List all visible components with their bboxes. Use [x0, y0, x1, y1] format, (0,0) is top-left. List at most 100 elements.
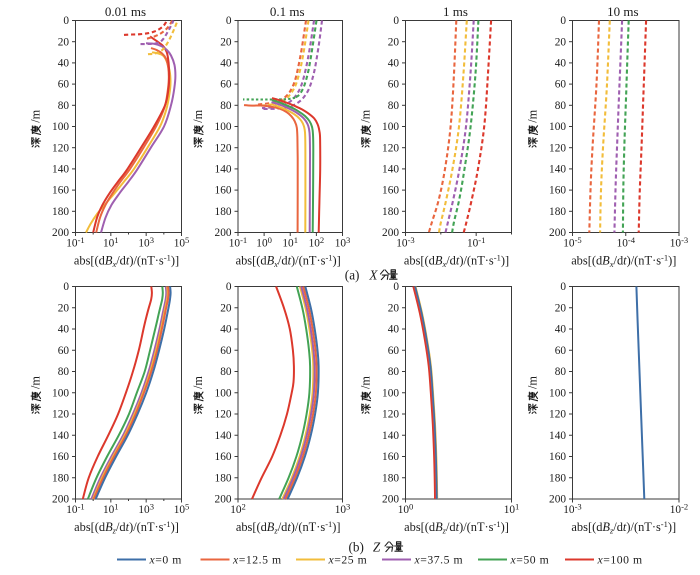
svg-text:60: 60: [555, 345, 567, 357]
svg-text:100: 100: [215, 121, 232, 133]
svg-text:80: 80: [555, 100, 567, 112]
svg-text:140: 140: [549, 164, 566, 176]
svg-text:200: 200: [382, 227, 399, 239]
svg-text:80: 80: [388, 366, 400, 378]
svg-text:10-3: 10-3: [563, 501, 581, 516]
svg-text:0: 0: [393, 281, 399, 293]
svg-text:20: 20: [220, 36, 232, 48]
svg-text:0: 0: [560, 281, 566, 293]
svg-text:x=0 m: x=0 m: [149, 553, 182, 566]
svg-text:80: 80: [220, 366, 232, 378]
svg-text:140: 140: [382, 430, 399, 442]
svg-text:180: 180: [549, 206, 566, 218]
svg-text:180: 180: [215, 472, 232, 484]
svg-text:160: 160: [549, 451, 566, 463]
svg-text:60: 60: [58, 345, 70, 357]
svg-text:180: 180: [215, 206, 232, 218]
svg-text:120: 120: [549, 409, 566, 421]
svg-text:40: 40: [58, 324, 70, 336]
svg-text:(a): (a): [345, 267, 360, 282]
svg-text:abs[(dBz/dt)/(nT·s-1)]: abs[(dBz/dt)/(nT·s-1)]: [236, 519, 341, 536]
svg-text:abs[(dBx/dt)/(nT·s-1)]: abs[(dBx/dt)/(nT·s-1)]: [74, 253, 179, 270]
svg-text:/m: /m: [191, 109, 205, 122]
svg-text:10-3: 10-3: [670, 235, 688, 250]
svg-text:10-1: 10-1: [229, 235, 247, 250]
svg-text:60: 60: [220, 79, 232, 91]
svg-text:101: 101: [504, 501, 520, 516]
svg-text:100: 100: [256, 235, 272, 250]
svg-text:10-1: 10-1: [467, 235, 485, 250]
svg-text:140: 140: [52, 164, 69, 176]
svg-text:140: 140: [215, 430, 232, 442]
svg-text:10-1: 10-1: [66, 501, 84, 516]
svg-text:X: X: [368, 267, 378, 282]
svg-text:0: 0: [63, 15, 69, 27]
svg-text:140: 140: [549, 430, 566, 442]
svg-text:160: 160: [382, 451, 399, 463]
svg-text:80: 80: [555, 366, 567, 378]
svg-text:103: 103: [138, 501, 154, 516]
svg-text:x=37.5 m: x=37.5 m: [414, 553, 464, 566]
svg-text:20: 20: [555, 302, 567, 314]
svg-text:200: 200: [382, 494, 399, 506]
svg-text:180: 180: [382, 472, 399, 484]
svg-text:x=50 m: x=50 m: [510, 553, 550, 566]
svg-text:x=25 m: x=25 m: [328, 553, 368, 566]
svg-text:103: 103: [138, 235, 154, 250]
svg-text:40: 40: [220, 58, 232, 70]
svg-text:/m: /m: [525, 376, 539, 389]
svg-text:100: 100: [215, 387, 232, 399]
svg-text:abs[(dBz/dt)/(nT·s-1)]: abs[(dBz/dt)/(nT·s-1)]: [74, 519, 179, 536]
svg-text:101: 101: [282, 235, 298, 250]
svg-text:40: 40: [388, 324, 400, 336]
svg-text:102: 102: [230, 501, 246, 516]
svg-text:140: 140: [52, 430, 69, 442]
svg-text:abs[(dBz/dt)/(nT·s-1)]: abs[(dBz/dt)/(nT·s-1)]: [571, 519, 676, 536]
svg-text:20: 20: [58, 36, 70, 48]
svg-text:40: 40: [220, 324, 232, 336]
svg-text:103: 103: [335, 501, 351, 516]
svg-text:105: 105: [174, 501, 190, 516]
svg-text:80: 80: [220, 100, 232, 112]
svg-text:0.1 ms: 0.1 ms: [270, 4, 305, 19]
svg-text:20: 20: [388, 302, 400, 314]
svg-text:120: 120: [382, 142, 399, 154]
svg-text:/m: /m: [358, 109, 372, 122]
svg-text:20: 20: [58, 302, 70, 314]
svg-text:100: 100: [52, 121, 69, 133]
svg-text:100: 100: [549, 387, 566, 399]
svg-text:160: 160: [52, 451, 69, 463]
svg-text:Z: Z: [373, 539, 381, 554]
svg-text:abs[(dBx/dt)/(nT·s-1)]: abs[(dBx/dt)/(nT·s-1)]: [404, 253, 509, 270]
svg-text:10-2: 10-2: [670, 501, 688, 516]
svg-text:180: 180: [549, 472, 566, 484]
svg-text:105: 105: [174, 235, 190, 250]
svg-text:/m: /m: [358, 376, 372, 389]
svg-text:80: 80: [388, 100, 400, 112]
svg-text:180: 180: [52, 206, 69, 218]
svg-text:200: 200: [215, 227, 232, 239]
svg-text:102: 102: [309, 235, 325, 250]
svg-text:(b): (b): [349, 539, 364, 554]
svg-text:40: 40: [388, 58, 400, 70]
svg-text:200: 200: [215, 494, 232, 506]
svg-text:/m: /m: [28, 376, 42, 389]
svg-text:100: 100: [382, 121, 399, 133]
svg-text:40: 40: [555, 324, 567, 336]
svg-text:/m: /m: [525, 109, 539, 122]
svg-text:/m: /m: [28, 109, 42, 122]
svg-text:140: 140: [382, 164, 399, 176]
svg-text:180: 180: [382, 206, 399, 218]
svg-text:101: 101: [103, 235, 119, 250]
svg-text:x=12.5 m: x=12.5 m: [232, 553, 282, 566]
svg-text:10 ms: 10 ms: [607, 4, 638, 19]
svg-text:10-5: 10-5: [563, 235, 581, 250]
svg-text:120: 120: [549, 142, 566, 154]
svg-text:60: 60: [220, 345, 232, 357]
svg-text:200: 200: [52, 227, 69, 239]
svg-text:abs[(dBx/dt)/(nT·s-1)]: abs[(dBx/dt)/(nT·s-1)]: [571, 253, 676, 270]
svg-text:160: 160: [215, 185, 232, 197]
svg-text:120: 120: [215, 409, 232, 421]
svg-text:/m: /m: [191, 376, 205, 389]
svg-text:160: 160: [52, 185, 69, 197]
